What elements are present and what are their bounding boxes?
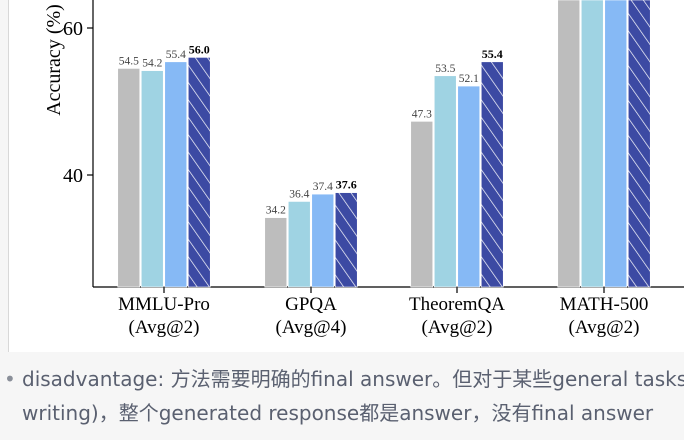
bar	[187, 57, 211, 288]
bar-value-label: 54.5	[119, 55, 139, 67]
bar-value-label: 55.4	[482, 47, 503, 61]
bar	[140, 70, 164, 288]
bar-value-label: 53.5	[435, 63, 455, 75]
bar	[334, 192, 358, 288]
x-tick-label: MATH-500	[560, 294, 649, 315]
bullet-icon: •	[4, 367, 16, 391]
bar	[433, 75, 457, 288]
bar	[557, 0, 581, 288]
y-tick-label: 40	[63, 165, 83, 187]
bar	[604, 0, 628, 288]
left-divider	[8, 0, 9, 352]
note-line-2: writing)，整个generated response都是answer，没有…	[22, 401, 654, 425]
bar-value-label: 54.2	[142, 58, 162, 70]
bar	[457, 85, 481, 288]
bar	[287, 201, 311, 288]
bar	[164, 61, 188, 288]
bar	[311, 193, 335, 288]
bar-value-label: 34.2	[266, 205, 286, 217]
bar	[580, 0, 604, 288]
bar-value-label: 36.4	[289, 188, 309, 200]
x-tick-label: MMLU-Pro	[118, 294, 210, 315]
bar-value-label: 47.3	[412, 108, 432, 120]
x-tick-sublabel: (Avg@2)	[569, 317, 640, 338]
bar-value-label: 55.4	[166, 49, 186, 61]
x-tick-sublabel: (Avg@4)	[276, 317, 347, 338]
bar	[117, 68, 141, 288]
y-axis-label: Accuracy (%)	[43, 4, 65, 116]
bar	[410, 121, 434, 288]
x-tick-label: GPQA	[285, 294, 337, 315]
note-text: • disadvantage: 方法需要明确的final answer。但对于某…	[0, 362, 684, 430]
note-line-1: disadvantage: 方法需要明确的final answer。但对于某些g…	[22, 367, 684, 391]
y-tick-label: 60	[63, 18, 83, 40]
bar	[480, 61, 504, 288]
x-tick-label: TheoremQA	[409, 294, 505, 315]
chart-card: 40 60 Accuracy (%) MMLU-Pro (Avg@2) GPQA (Avg@…	[8, 0, 684, 352]
bar-value-label: 37.4	[313, 181, 333, 193]
x-tick-sublabel: (Avg@2)	[129, 317, 200, 338]
bar-value-label: 56.0	[189, 42, 210, 56]
bar	[627, 0, 651, 288]
bar-value-label: 52.1	[459, 73, 479, 85]
bar-value-label: 37.6	[336, 178, 357, 192]
x-tick-sublabel: (Avg@2)	[422, 317, 493, 338]
bar	[264, 217, 288, 288]
